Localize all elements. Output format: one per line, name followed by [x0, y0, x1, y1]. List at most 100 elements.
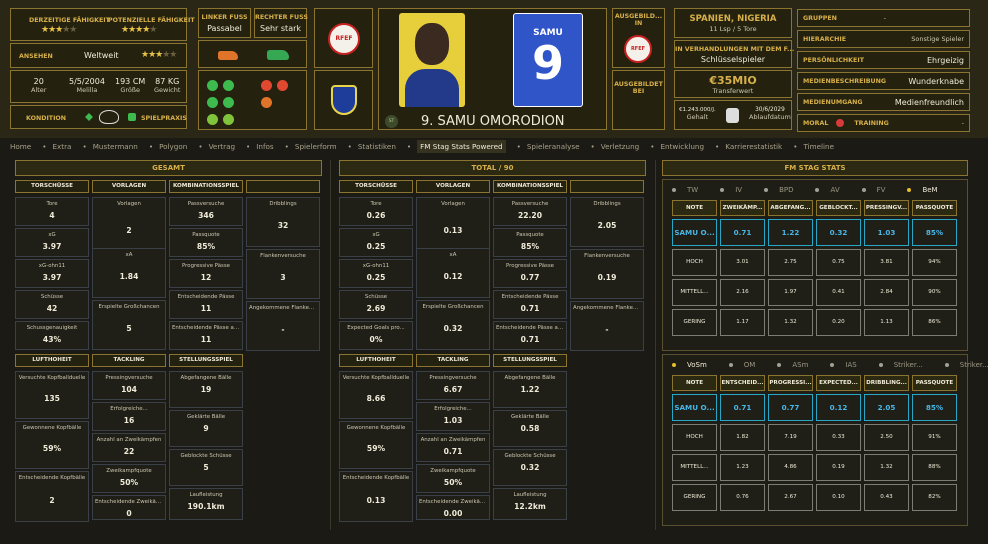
- stat-cell[interactable]: Anzahl an Zweikämpfen 22: [92, 433, 166, 462]
- stat-cell[interactable]: Geblockte Schüsse 0.32: [493, 449, 567, 486]
- stat-cell[interactable]: Schussgenauigkeit 43%: [15, 321, 89, 350]
- stat-cell[interactable]: Expected Goals pro... 0%: [339, 321, 413, 350]
- fm-benchmark-cell[interactable]: MITTELL...: [672, 279, 717, 306]
- tab-home[interactable]: Home: [10, 141, 32, 151]
- stat-cell[interactable]: Entscheidende Zweikämpfe 0.00: [416, 495, 490, 520]
- fm-benchmark-cell[interactable]: GERING: [672, 309, 717, 336]
- stat-cell[interactable]: Angekommene Flanken / Versuche -: [570, 301, 644, 351]
- tab-mustermann[interactable]: Mustermann: [92, 141, 138, 151]
- stat-cell[interactable]: Dribblings 32: [246, 197, 320, 247]
- stat-cell[interactable]: Progressive Pässe 12: [169, 259, 243, 288]
- stat-cell[interactable]: Entscheidende Pässe 11: [169, 290, 243, 319]
- fm-tab-om[interactable]: OM: [728, 361, 767, 369]
- fm-tab-bem[interactable]: BeM: [907, 186, 948, 194]
- tab-statistiken[interactable]: Statistiken: [357, 141, 396, 151]
- fm-tab-iv[interactable]: IV: [720, 186, 753, 194]
- stat-cell[interactable]: Zweikampfquote 50%: [416, 464, 490, 493]
- stat-cell[interactable]: Erspielte Großchancen 0.32: [416, 300, 490, 350]
- stat-cell[interactable]: Schüsse 2.69: [339, 290, 413, 319]
- stat-cell[interactable]: Abgefangene Bälle 1.22: [493, 371, 567, 408]
- stat-cell[interactable]: Angekommene Flanken / Versuche -: [246, 301, 320, 351]
- stat-cell[interactable]: Geblockte Schüsse 5: [169, 449, 243, 486]
- stat-cell[interactable]: Pressingversuche 6.67: [416, 371, 490, 400]
- fm-tab-av[interactable]: AV: [815, 186, 850, 194]
- trait-icon-9[interactable]: [261, 97, 272, 108]
- fm-benchmark-cell[interactable]: MITTELL...: [672, 454, 717, 481]
- fm-benchmark-cell[interactable]: HOCH: [672, 249, 717, 276]
- fm-tab-fv[interactable]: FV: [861, 186, 897, 194]
- stat-cell[interactable]: Tore 4: [15, 197, 89, 226]
- tab-karrierestatistik[interactable]: Karrierestatistik: [725, 141, 783, 151]
- stat-cell[interactable]: Vorlagen 0.13: [416, 197, 490, 257]
- stat-cell[interactable]: xG 3.97: [15, 228, 89, 257]
- fm-tab-tw[interactable]: TW: [672, 186, 709, 194]
- stat-cell[interactable]: Flankenversuche 3: [246, 249, 320, 299]
- fm-player-cell[interactable]: SAMU O...: [672, 219, 717, 246]
- trait-icon-8[interactable]: [277, 80, 288, 91]
- stat-cell[interactable]: Anzahl an Zweikämpfen 0.71: [416, 433, 490, 462]
- stat-cell[interactable]: Entscheidende Kopfbälle 2: [15, 471, 89, 522]
- stat-cell[interactable]: xG 0.25: [339, 228, 413, 257]
- tab-infos[interactable]: Infos: [256, 141, 274, 151]
- stat-cell[interactable]: Dribblings 2.05: [570, 197, 644, 247]
- stat-cell[interactable]: Passquote 85%: [169, 228, 243, 257]
- stat-cell[interactable]: Entscheidende Pässe aus... 0.71: [493, 321, 567, 350]
- fm-tab-bpd[interactable]: BPD: [764, 186, 804, 194]
- stat-cell[interactable]: Vorlagen 2: [92, 197, 166, 257]
- stat-cell[interactable]: Entscheidende Pässe aus... 11: [169, 321, 243, 350]
- stat-cell[interactable]: Passquote 85%: [493, 228, 567, 257]
- stat-cell[interactable]: Schüsse 42: [15, 290, 89, 319]
- stat-cell[interactable]: xA 0.12: [416, 248, 490, 298]
- stat-cell[interactable]: Pressingversuche 104: [92, 371, 166, 400]
- trait-icon-4[interactable]: [223, 97, 234, 108]
- stat-cell[interactable]: Versuchte Kopfballduelle 135: [15, 371, 89, 419]
- tab-verletzung[interactable]: Verletzung: [600, 141, 640, 151]
- stat-cell[interactable]: Geklärte Bälle 9: [169, 410, 243, 447]
- tab-timeline[interactable]: Timeline: [803, 141, 835, 151]
- fm-player-cell[interactable]: SAMU O...: [672, 394, 717, 421]
- fm-tab-ias[interactable]: IAS: [830, 361, 867, 369]
- stat-cell[interactable]: Passversuche 346: [169, 197, 243, 226]
- trait-icon-2[interactable]: [223, 80, 234, 91]
- tab-extra[interactable]: Extra: [52, 141, 72, 151]
- stat-cell[interactable]: Erfolgreiche... 16: [92, 402, 166, 431]
- stat-cell[interactable]: Entscheidende Kopfbälle 0.13: [339, 471, 413, 522]
- fm-tab-striker[interactable]: Striker...: [944, 361, 988, 369]
- stat-cell[interactable]: Abgefangene Bälle 19: [169, 371, 243, 408]
- stat-cell[interactable]: xG-ohn11 3.97: [15, 259, 89, 288]
- fm-benchmark-cell[interactable]: HOCH: [672, 424, 717, 451]
- trait-icon-3[interactable]: [207, 97, 218, 108]
- fm-tab-striker[interactable]: Striker...: [878, 361, 934, 369]
- tab-entwicklung[interactable]: Entwicklung: [660, 141, 705, 151]
- stat-cell[interactable]: Zweikampfquote 50%: [92, 464, 166, 493]
- player-name[interactable]: 9. SAMU OMORODION: [421, 114, 565, 129]
- tab-polygon[interactable]: Polygon: [159, 141, 188, 151]
- stat-cell[interactable]: Entscheidende Zweikämpfe 0: [92, 495, 166, 520]
- stat-cell[interactable]: xG-ohn11 0.25: [339, 259, 413, 288]
- trait-icon-5[interactable]: [207, 114, 218, 125]
- trait-icon-7[interactable]: [261, 80, 272, 91]
- fm-benchmark-cell[interactable]: GERING: [672, 484, 717, 511]
- fm-tab-asm[interactable]: ASm: [777, 361, 819, 369]
- stat-cell[interactable]: Laufleistung 12.2km: [493, 488, 567, 520]
- stat-cell[interactable]: Laufleistung 190.1km: [169, 488, 243, 520]
- tab-spielerform[interactable]: Spielerform: [294, 141, 337, 151]
- fm-tab-vosm[interactable]: VoSm: [672, 361, 718, 369]
- tab-vertrag[interactable]: Vertrag: [208, 141, 236, 151]
- tab-fm-stag-stats-powered[interactable]: FM Stag Stats Powered: [417, 139, 506, 153]
- stat-cell[interactable]: Versuchte Kopfballduelle 8.66: [339, 371, 413, 419]
- stat-cell[interactable]: Progressive Pässe 0.77: [493, 259, 567, 288]
- stat-cell[interactable]: Gewonnene Kopfbälle 59%: [339, 421, 413, 469]
- stat-cell[interactable]: Gewonnene Kopfbälle 59%: [15, 421, 89, 469]
- tab-spieleranalyse[interactable]: Spieleranalyse: [526, 141, 580, 151]
- stat-cell[interactable]: Entscheidende Pässe 0.71: [493, 290, 567, 319]
- trait-icon-6[interactable]: [223, 114, 234, 125]
- stat-cell[interactable]: Geklärte Bälle 0.58: [493, 410, 567, 447]
- stat-cell[interactable]: Passversuche 22.20: [493, 197, 567, 226]
- stat-cell[interactable]: Flankenversuche 0.19: [570, 249, 644, 299]
- trait-icon-1[interactable]: [207, 80, 218, 91]
- stat-cell[interactable]: Tore 0.26: [339, 197, 413, 226]
- stat-cell[interactable]: Erspielte Großchancen 5: [92, 300, 166, 350]
- stat-cell[interactable]: Erfolgreiche... 1.03: [416, 402, 490, 431]
- stat-cell[interactable]: xA 1.84: [92, 248, 166, 298]
